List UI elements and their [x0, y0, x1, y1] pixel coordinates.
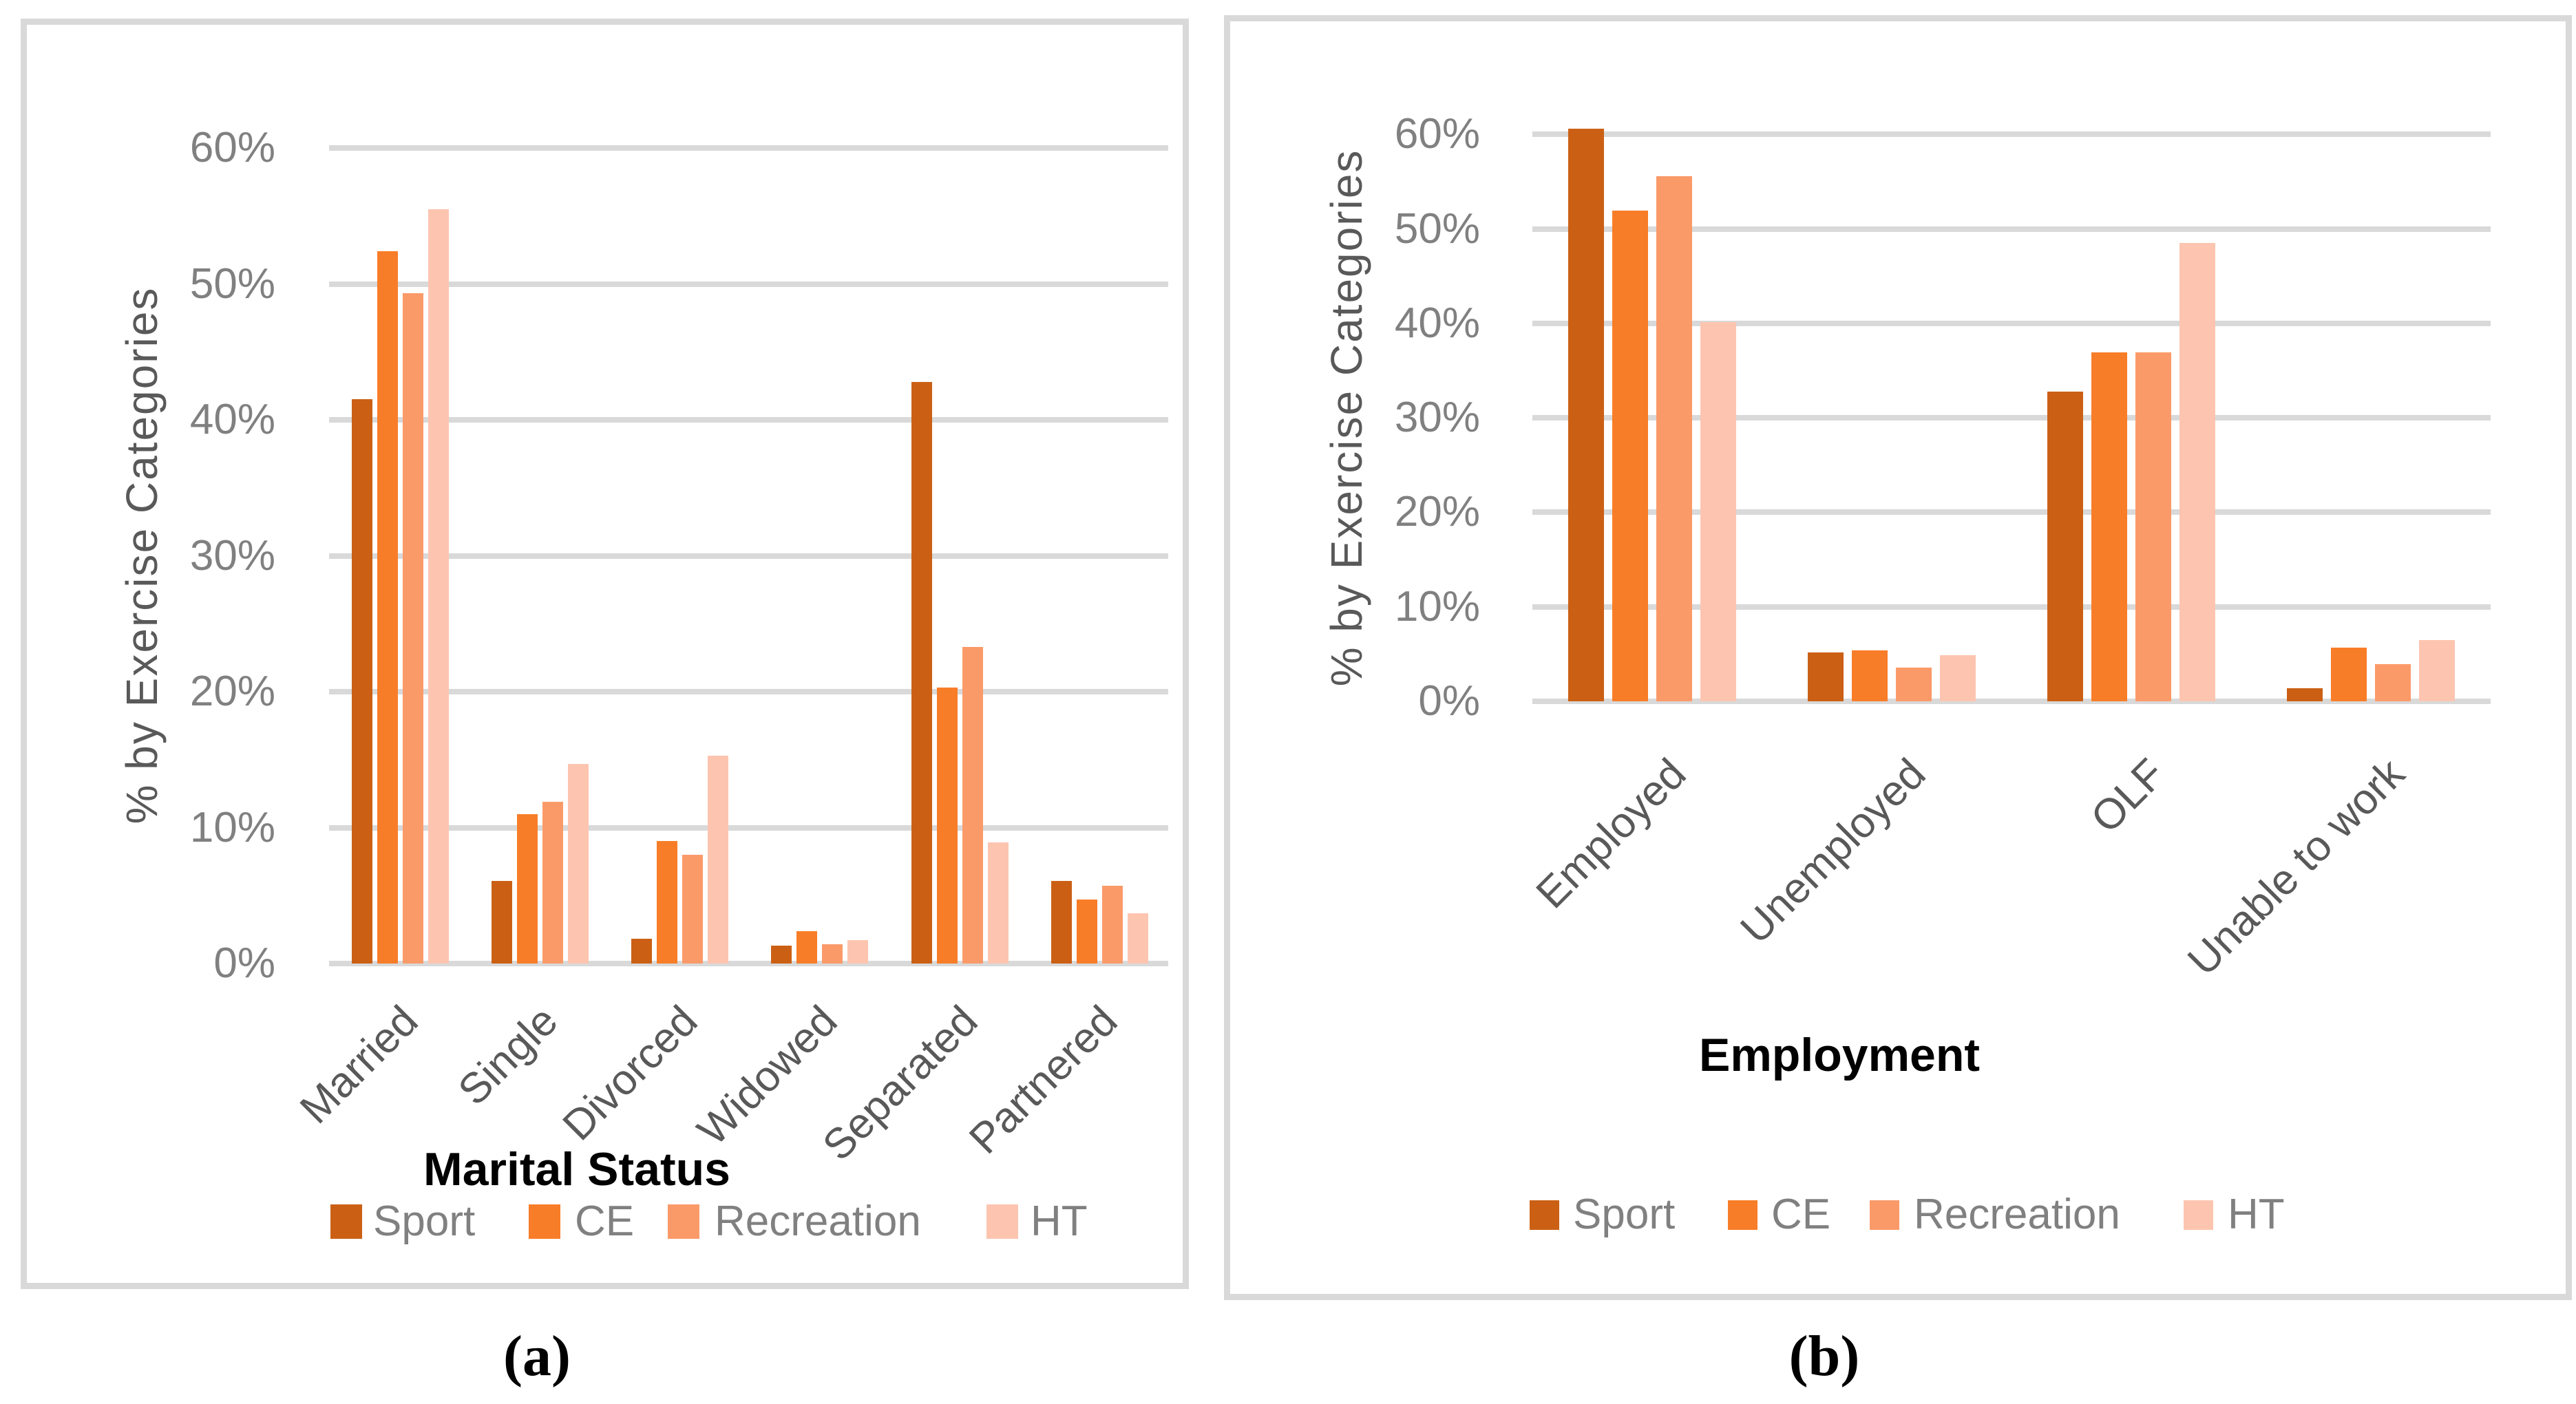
bar-ce-unemployed: [1852, 650, 1888, 701]
legend-label-ht: HT: [2228, 1191, 2285, 1238]
bar-sport-separated: [911, 382, 932, 964]
chart-b-x-axis-title: Employment: [1698, 1029, 1981, 1081]
chart-b-ytick-60-: 60%: [1394, 110, 1480, 158]
bar-ht-single: [568, 764, 589, 964]
bar-sport-divorced: [631, 939, 652, 964]
chart-b-ytick-30-: 30%: [1394, 394, 1480, 441]
chart-a-gridline-30-: [329, 553, 1168, 559]
bar-recreation-employed: [1656, 176, 1692, 701]
bar-sport-unable-to-work: [2287, 688, 2323, 701]
bar-recreation-olf: [2135, 352, 2171, 701]
bar-sport-employed: [1568, 129, 1604, 701]
chart-a-ytick-30-: 30%: [189, 532, 275, 579]
bar-ht-widowed: [847, 940, 868, 964]
caption-b: (b): [1788, 1324, 1860, 1388]
legend-label-ht: HT: [1031, 1198, 1088, 1245]
chart-a-gridline-20-: [329, 689, 1168, 694]
chart-b-ytick-0-: 0%: [1418, 677, 1480, 725]
legend-label-sport: Sport: [373, 1198, 476, 1245]
bar-sport-single: [492, 881, 512, 964]
legend-swatch-sport: [1530, 1200, 1559, 1230]
chart-b-gridline-50-: [1532, 226, 2491, 232]
bar-ce-single: [517, 814, 538, 964]
bar-recreation-separated: [962, 647, 983, 964]
bar-ht-employed: [1700, 322, 1736, 701]
legend-label-sport: Sport: [1573, 1191, 1676, 1238]
bar-recreation-divorced: [682, 855, 703, 964]
caption-a: (a): [503, 1324, 571, 1388]
bar-ht-unemployed: [1940, 655, 1976, 701]
chart-b-gridline-40-: [1532, 321, 2491, 326]
panel-a-frame: [21, 19, 1189, 1289]
bar-ce-separated: [937, 688, 958, 964]
chart-b-gridline-30-: [1532, 415, 2491, 421]
chart-a-x-axis-title: Marital Status: [423, 1143, 730, 1195]
bar-sport-partnered: [1051, 881, 1072, 964]
chart-b-ytick-20-: 20%: [1394, 488, 1480, 535]
bar-sport-unemployed: [1808, 652, 1844, 701]
bar-sport-widowed: [771, 946, 792, 964]
bar-ht-unable-to-work: [2419, 640, 2455, 701]
chart-b-ytick-40-: 40%: [1394, 299, 1480, 347]
bar-recreation-widowed: [822, 944, 843, 964]
bar-ht-separated: [988, 842, 1009, 964]
bar-ce-divorced: [657, 841, 677, 964]
bar-sport-olf: [2047, 392, 2083, 701]
bar-recreation-married: [403, 293, 423, 964]
chart-a-ytick-50-: 50%: [189, 260, 275, 308]
legend-swatch-ce: [529, 1204, 560, 1239]
bar-ht-divorced: [708, 756, 728, 964]
legend-label-recreation: Recreation: [715, 1198, 921, 1245]
chart-a-gridline-0-: [329, 961, 1168, 966]
bar-ce-married: [377, 251, 398, 964]
chart-b-gridline-60-: [1532, 131, 2491, 137]
bar-ht-partnered: [1128, 913, 1148, 964]
legend-swatch-ht: [986, 1204, 1018, 1239]
chart-a-gridline-50-: [329, 281, 1168, 287]
chart-b-gridline-0-: [1532, 699, 2491, 704]
legend-swatch-recreation: [668, 1204, 699, 1239]
bar-recreation-single: [542, 802, 563, 964]
bar-ht-married: [428, 209, 449, 964]
chart-a-gridline-60-: [329, 145, 1168, 151]
legend-label-recreation: Recreation: [1914, 1191, 2120, 1238]
legend-swatch-ce: [1728, 1200, 1757, 1230]
bar-ce-widowed: [796, 931, 817, 964]
chart-a-gridline-40-: [329, 417, 1168, 423]
chart-b-gridline-10-: [1532, 604, 2491, 610]
chart-a-ytick-10-: 10%: [189, 804, 275, 851]
bar-ce-olf: [2091, 352, 2127, 701]
chart-a-gridline-10-: [329, 825, 1168, 831]
bar-recreation-unable-to-work: [2375, 664, 2411, 701]
legend-swatch-sport: [330, 1204, 362, 1239]
chart-a-ytick-0-: 0%: [213, 939, 275, 987]
legend-label-ce: CE: [1771, 1191, 1831, 1238]
legend-swatch-recreation: [1870, 1200, 1899, 1230]
chart-a-ytick-20-: 20%: [189, 668, 275, 715]
legend-label-ce: CE: [575, 1198, 635, 1245]
bar-sport-married: [352, 399, 372, 964]
bar-ce-partnered: [1077, 900, 1097, 964]
bar-ce-unable-to-work: [2331, 648, 2367, 701]
chart-a-ytick-60-: 60%: [189, 124, 275, 171]
bar-recreation-partnered: [1102, 886, 1123, 964]
chart-a-ytick-40-: 40%: [189, 396, 275, 443]
bar-recreation-unemployed: [1896, 668, 1932, 701]
chart-b-gridline-20-: [1532, 509, 2491, 515]
chart-b-ytick-10-: 10%: [1394, 583, 1480, 630]
legend-swatch-ht: [2184, 1200, 2213, 1230]
chart-b-ytick-50-: 50%: [1394, 205, 1480, 253]
bar-ce-employed: [1612, 211, 1648, 701]
bar-ht-olf: [2179, 243, 2215, 701]
